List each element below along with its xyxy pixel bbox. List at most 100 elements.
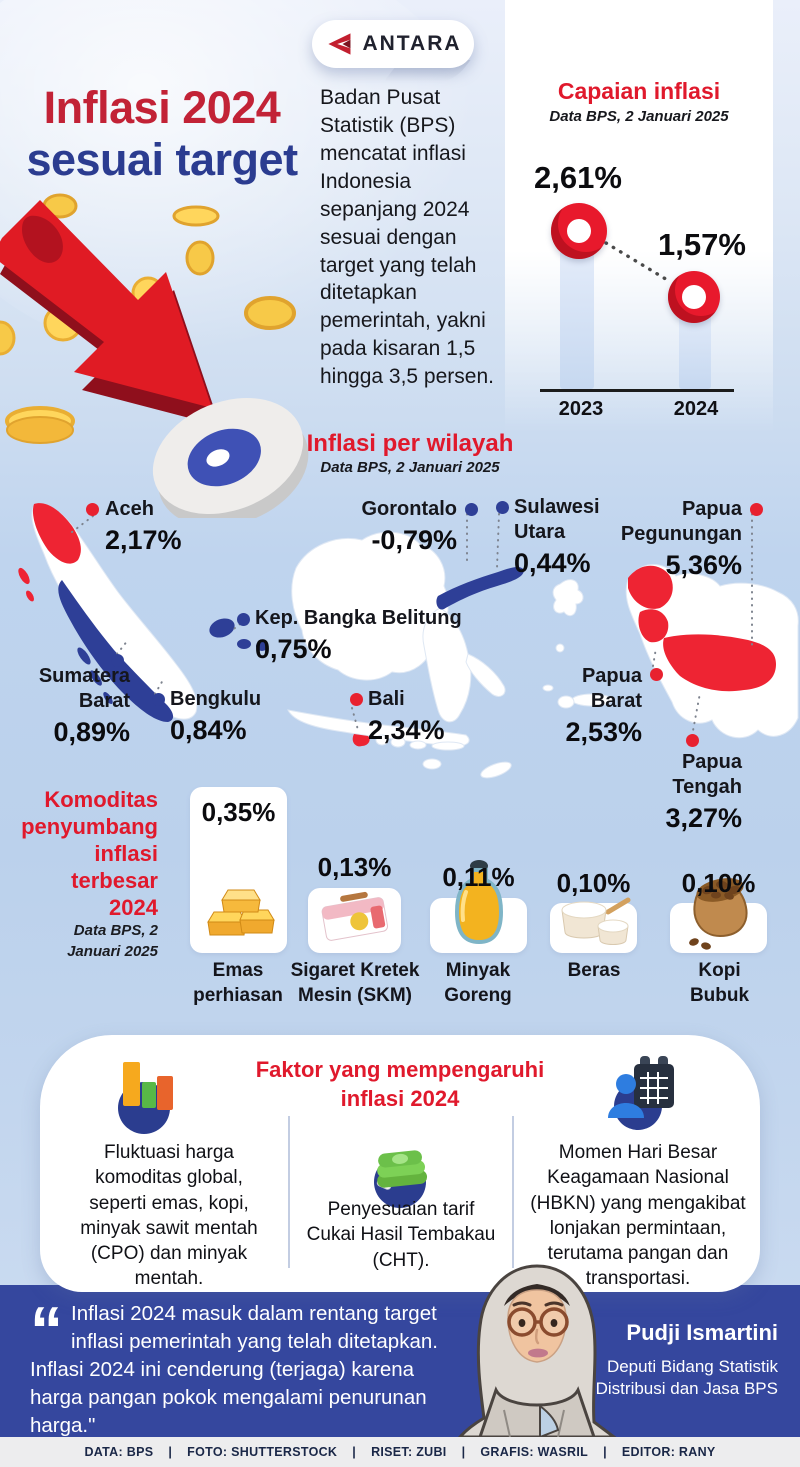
money-stack-icon <box>374 1150 428 1208</box>
chart-axis-line <box>540 389 734 392</box>
quote-icon: “ <box>30 1293 63 1367</box>
region-aceh: Aceh 2,17% <box>86 497 182 556</box>
map-papua-band-red <box>663 634 776 692</box>
faktor-item-text: Penyesuaian tarif Cukai Hasil Tembakau (… <box>306 1199 496 1271</box>
komoditas-value: 0,13% <box>317 852 392 882</box>
chart-point-hole <box>682 285 706 309</box>
credit-separator: | <box>352 1445 357 1459</box>
brand-name: ANTARA <box>362 32 462 55</box>
credit-item: EDITOR: RANY <box>621 1445 716 1459</box>
komoditas-label: Minyak Goreng <box>444 960 512 1007</box>
region-name: Aceh <box>105 498 154 520</box>
region-papua-tengah: Papua Tengah 3,27% <box>614 734 742 834</box>
chart-dotted-connector <box>604 241 671 283</box>
komoditas-value: 0,11% <box>442 862 515 892</box>
wilayah-title: Inflasi per wilayah <box>306 430 514 457</box>
region-value: -0,79% <box>371 525 457 555</box>
oil-bottle-icon <box>454 860 504 945</box>
komoditas-label: Beras <box>567 960 621 981</box>
map-marker-icon <box>86 503 99 516</box>
region-gorontalo: Gorontalo -0,79% <box>325 497 478 556</box>
footer-credits: DATA: BPS | FOTO: SHUTTERSTOCK | RISET: … <box>0 1437 800 1467</box>
region-value: 5,36% <box>665 550 742 580</box>
chart-value-2024: 1,57% <box>658 227 746 262</box>
map-marker-icon <box>750 503 763 516</box>
map-sulawesi <box>422 607 472 723</box>
map-sulawesi-arm <box>465 653 506 697</box>
komoditas-label: Kopi Bubuk <box>689 960 750 1007</box>
map-bali-red <box>352 734 370 747</box>
region-value: 2,53% <box>565 717 642 747</box>
button-disc-icon <box>152 398 309 518</box>
coffee-sack-icon <box>689 878 748 950</box>
region-sumatera-barat: Sumatera Barat 0,89% <box>12 654 130 748</box>
komoditas-title: Komoditas penyumbang inflasi terbesar 20… <box>21 787 158 921</box>
bar-chart-icon <box>118 1062 173 1134</box>
region-value: 0,84% <box>170 715 247 745</box>
credit-item: GRAFIS: WASRIL <box>480 1445 589 1459</box>
rice-icon <box>561 897 631 945</box>
credit-item: RISET: ZUBI <box>371 1445 447 1459</box>
quote-text-block: “ Inflasi 2024 masuk dalam rentang targe… <box>30 1293 462 1440</box>
komoditas-value: 0,10% <box>681 868 756 898</box>
region-value: 3,27% <box>665 803 742 833</box>
spokesperson-portrait <box>458 1264 617 1437</box>
region-value: 0,75% <box>255 634 332 664</box>
map-marker-icon <box>152 693 165 706</box>
region-value: 0,44% <box>514 548 591 578</box>
map-bangka-blue <box>209 618 235 638</box>
page-title-line1: Inflasi 2024 <box>43 82 281 133</box>
region-papua-pegunungan: Papua Pegunungan 5,36% <box>614 497 763 581</box>
credit-separator: | <box>603 1445 607 1459</box>
falling-arrow-coins-illustration <box>0 193 309 518</box>
quote-text: Inflasi 2024 masuk dalam rentang target … <box>30 1302 438 1438</box>
region-value: 2,34% <box>368 715 445 745</box>
indonesia-map <box>18 503 799 779</box>
map-sumatra-west-blue <box>58 580 174 722</box>
quote-band <box>0 1285 800 1437</box>
region-sulawesi-utara: Sulawesi Utara 0,44% <box>496 495 618 579</box>
calendar-person-icon <box>608 1056 674 1130</box>
map-leader-lines <box>71 513 753 737</box>
map-marker-icon <box>465 503 478 516</box>
down-arrow-icon <box>0 200 220 426</box>
chart-point-2023 <box>551 203 607 259</box>
region-name: Papua Barat <box>581 665 642 712</box>
region-value: 0,89% <box>53 717 130 747</box>
region-papua-barat: Papua Barat 2,53% <box>530 664 663 748</box>
region-name: Bengkulu <box>170 688 262 710</box>
region-name: Papua Pegunungan <box>620 498 742 545</box>
gold-bars-icon <box>207 889 275 936</box>
quote-author: Pudji Ismartini <box>626 1320 778 1345</box>
map-marker-icon <box>237 613 250 626</box>
map-java <box>287 709 470 747</box>
map-marker-icon <box>686 734 699 747</box>
chart-year-2023: 2023 <box>558 398 604 420</box>
faktor-item-text: Momen Hari Besar Keagamaan Nasional (HBK… <box>530 1142 746 1290</box>
region-value: 2,17% <box>105 525 182 555</box>
chart-value-2023: 2,61% <box>534 160 622 195</box>
region-bali: Bali 2,34% <box>350 687 445 746</box>
capaian-title: Capaian inflasi <box>557 78 721 104</box>
credit-item: FOTO: SHUTTERSTOCK <box>187 1445 338 1459</box>
region-bengkulu: Bengkulu 0,84% <box>152 687 262 746</box>
page-title: Inflasi 2024 sesuai target <box>14 82 310 186</box>
antara-logo-icon <box>328 33 351 55</box>
region-name: Sumatera Barat <box>38 665 130 712</box>
map-halmahera <box>552 579 584 617</box>
map-papuabarat-red <box>628 565 673 609</box>
credit-item: DATA: BPS <box>84 1445 154 1459</box>
komoditas-label: Emas perhiasan <box>193 960 283 1007</box>
intro-paragraph: Badan Pusat Statistik (BPS) mencatat inf… <box>320 86 494 389</box>
faktor-divider <box>512 1116 514 1268</box>
faktor-divider <box>288 1116 290 1268</box>
credit-separator: | <box>168 1445 173 1459</box>
wilayah-subtitle: Data BPS, 2 Januari 2025 <box>320 459 500 476</box>
chart-point-2024 <box>668 271 720 323</box>
map-aceh-red <box>32 503 81 564</box>
faktor-item-text: Fluktuasi harga komoditas global, sepert… <box>80 1142 258 1290</box>
capaian-panel <box>505 0 773 432</box>
komoditas-value: 0,35% <box>201 797 276 827</box>
komoditas-label: Sigaret Kretek Mesin (SKM) <box>290 960 420 1007</box>
map-marker-icon <box>650 668 663 681</box>
